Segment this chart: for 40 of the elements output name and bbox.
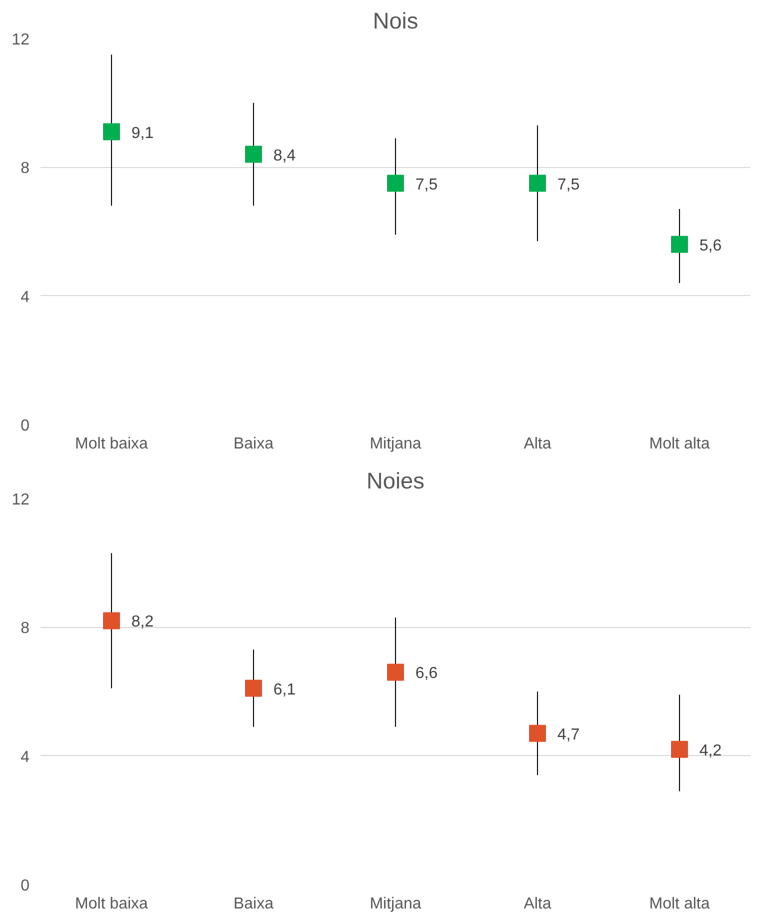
data-label: 8,4 — [273, 147, 296, 164]
point — [387, 174, 404, 192]
point — [529, 174, 546, 192]
y-tick-label: 8 — [20, 160, 30, 178]
y-tick-label: 8 — [20, 620, 30, 638]
y-tick-label: 12 — [12, 32, 30, 48]
point — [387, 664, 404, 681]
data-label: 4,2 — [699, 742, 722, 760]
data-label: 4,7 — [557, 726, 580, 744]
point — [671, 236, 688, 253]
point — [529, 724, 546, 742]
y-tick-label: 4 — [20, 288, 30, 306]
chart-title: Noies — [366, 468, 424, 494]
point — [245, 680, 262, 697]
y-tick-label: 4 — [20, 748, 30, 766]
x-tick-label: Molt alta — [649, 436, 710, 452]
point — [103, 612, 120, 630]
y-tick-label: 0 — [20, 418, 30, 434]
point — [671, 740, 688, 758]
chart-title: Nois — [372, 8, 418, 34]
y-tick-label: 0 — [20, 878, 30, 894]
x-tick-label: Molt alta — [649, 896, 710, 912]
x-tick-label: Baixa — [233, 896, 274, 912]
data-label: 7,5 — [415, 176, 438, 194]
x-tick-label: Alta — [524, 436, 552, 452]
data-label: 9,1 — [131, 124, 154, 142]
data-label: 8,2 — [131, 614, 154, 631]
data-label: 6,1 — [273, 681, 296, 698]
point — [245, 146, 262, 163]
x-tick-label: Molt baixa — [75, 896, 148, 912]
x-tick-label: Alta — [524, 896, 552, 912]
x-tick-label: Mitjana — [370, 436, 422, 452]
data-label: 6,6 — [415, 665, 438, 682]
x-tick-label: Mitjana — [370, 896, 422, 912]
x-tick-label: Baixa — [233, 436, 274, 452]
y-tick-label: 12 — [12, 492, 30, 508]
data-label: 7,5 — [557, 176, 580, 194]
data-label: 5,6 — [699, 237, 722, 254]
x-tick-label: Molt baixa — [75, 436, 148, 452]
point — [103, 123, 120, 140]
